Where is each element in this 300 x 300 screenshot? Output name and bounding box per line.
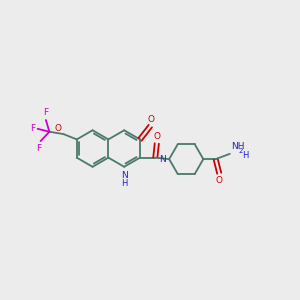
Text: H: H bbox=[242, 151, 249, 160]
Text: F: F bbox=[30, 124, 35, 133]
Text: NH: NH bbox=[231, 142, 245, 152]
Text: F: F bbox=[37, 144, 42, 153]
Text: F: F bbox=[43, 108, 48, 117]
Text: O: O bbox=[216, 176, 223, 184]
Text: O: O bbox=[154, 132, 161, 141]
Text: N: N bbox=[121, 171, 128, 180]
Text: O: O bbox=[147, 115, 155, 124]
Text: O: O bbox=[55, 124, 62, 133]
Text: N: N bbox=[159, 154, 166, 164]
Text: 2: 2 bbox=[238, 148, 243, 154]
Text: H: H bbox=[121, 179, 128, 188]
